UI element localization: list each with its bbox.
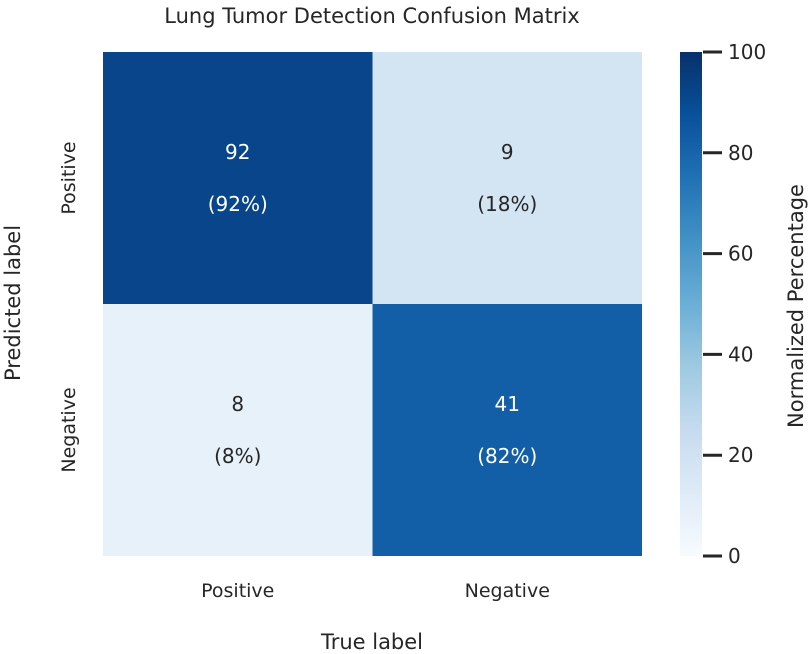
heatmap-cells <box>103 52 642 556</box>
colorbar-tick-label-3: 60 <box>728 242 753 266</box>
y-tick-labels: Positive Negative <box>58 141 80 472</box>
colorbar-tick-label-1: 20 <box>728 443 753 467</box>
heatmap-cell-0-1 <box>372 52 642 304</box>
colorbar-tick-label-5: 100 <box>728 40 766 64</box>
colorbar-ticks: 0 20 40 60 80 100 <box>703 40 766 568</box>
heatmap-cell-labels: 92 (92%) 9 (18%) 8 (8%) 41 (82%) <box>208 140 538 468</box>
cell-count-1-0: 8 <box>231 392 244 416</box>
y-axis-label: Predicted label <box>1 225 25 381</box>
heatmap-cell-1-0 <box>103 304 373 556</box>
cell-count-0-1: 9 <box>501 140 514 164</box>
cell-percent-1-1: (82%) <box>477 444 537 468</box>
colorbar-tick-label-4: 80 <box>728 141 753 165</box>
colorbar-tick-label-0: 0 <box>728 544 741 568</box>
cell-count-1-1: 41 <box>495 392 520 416</box>
x-axis-label: True label <box>320 630 423 654</box>
chart-title: Lung Tumor Detection Confusion Matrix <box>164 4 579 28</box>
y-tick-label-0: Positive <box>58 141 80 214</box>
colorbar-tick-label-2: 40 <box>728 342 753 366</box>
colorbar-label: Normalized Percentage <box>784 184 808 428</box>
x-tick-label-1: Negative <box>465 580 550 602</box>
cell-percent-0-0: (92%) <box>208 192 268 216</box>
colorbar <box>680 52 702 556</box>
heatmap-cell-0-0 <box>103 52 373 304</box>
cell-percent-1-0: (8%) <box>214 444 261 468</box>
y-tick-label-1: Negative <box>58 387 80 472</box>
x-tick-label-0: Positive <box>201 580 274 602</box>
cell-percent-0-1: (18%) <box>477 192 537 216</box>
x-tick-labels: Positive Negative <box>201 580 550 602</box>
heatmap-cell-1-1 <box>372 304 642 556</box>
cell-count-0-0: 92 <box>225 140 250 164</box>
